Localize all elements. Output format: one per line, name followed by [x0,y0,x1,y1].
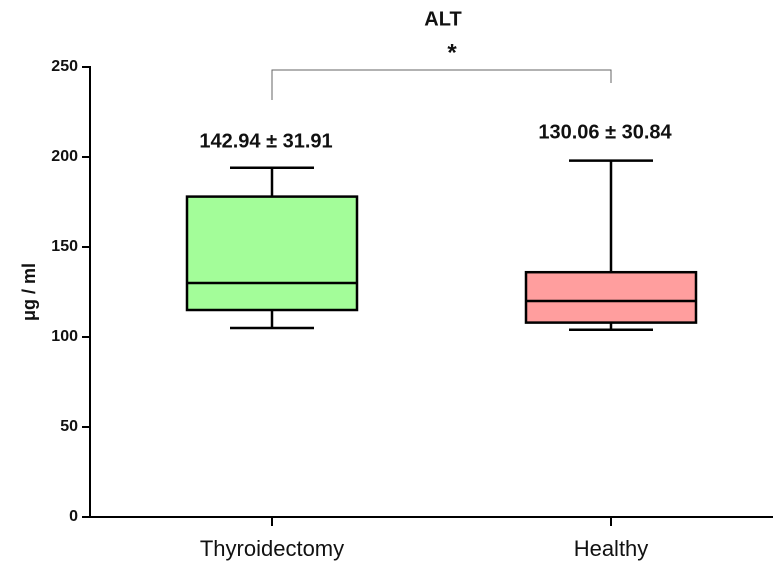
box-annotation: 130.06 ± 30.84 [538,121,672,143]
y-tick-label: 250 [51,58,78,75]
y-tick-label: 0 [69,508,78,525]
box-annotation: 142.94 ± 31.91 [199,130,332,152]
y-axis-label: μg / ml [19,263,39,321]
y-tick-label: 100 [51,328,78,345]
x-tick-label: Healthy [574,536,649,561]
x-tick-label: Thyroidectomy [200,536,344,561]
y-tick-label: 200 [51,148,78,165]
box [524,270,698,324]
significance: * [447,39,457,66]
significance-bracket [271,69,612,100]
y-tick-label: 50 [60,418,78,435]
box [185,195,359,312]
chart-title: ALT [424,8,461,30]
y-tick-label: 150 [51,238,78,255]
